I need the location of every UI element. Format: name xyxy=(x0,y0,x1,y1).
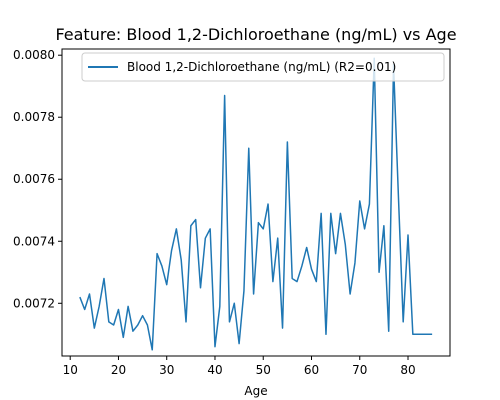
x-tick-label: 30 xyxy=(159,363,174,377)
plot-area xyxy=(62,49,450,356)
y-tick-label: 0.0078 xyxy=(13,110,55,124)
x-tick-label: 40 xyxy=(207,363,222,377)
legend-entry-label: Blood 1,2-Dichloroethane (ng/mL) (R2=0.0… xyxy=(127,60,396,74)
x-axis-label: Age xyxy=(244,384,267,398)
x-tick-label: 80 xyxy=(400,363,415,377)
x-tick-label: 60 xyxy=(304,363,319,377)
y-tick-label: 0.0076 xyxy=(13,172,55,186)
x-tick-label: 20 xyxy=(111,363,126,377)
y-axis: 0.0072 0.0074 0.0076 0.0078 0.0080 xyxy=(13,48,62,310)
y-tick-label: 0.0072 xyxy=(13,296,55,310)
y-tick-label: 0.0080 xyxy=(13,48,55,62)
x-tick-label: 70 xyxy=(352,363,367,377)
x-tick-label: 10 xyxy=(63,363,78,377)
x-axis: 10 20 30 40 50 60 70 80 xyxy=(63,356,416,377)
legend: Blood 1,2-Dichloroethane (ng/mL) (R2=0.0… xyxy=(82,53,444,81)
y-tick-label: 0.0074 xyxy=(13,234,55,248)
x-tick-label: 50 xyxy=(256,363,271,377)
series-line-0 xyxy=(80,58,432,350)
chart-title: Feature: Blood 1,2-Dichloroethane (ng/mL… xyxy=(55,25,456,44)
axes-frame xyxy=(62,49,450,356)
